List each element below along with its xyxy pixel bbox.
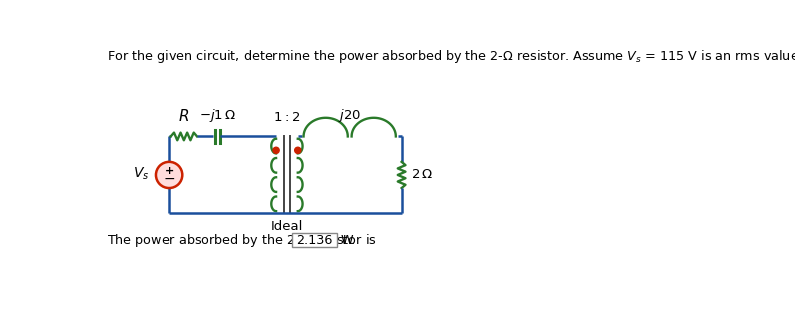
Text: $-j1\,\Omega$: $-j1\,\Omega$ [199, 107, 235, 124]
Circle shape [273, 147, 279, 153]
Text: $V_s$: $V_s$ [134, 165, 149, 182]
Text: For the given circuit, determine the power absorbed by the 2-$\Omega$ resistor. : For the given circuit, determine the pow… [107, 48, 795, 65]
Text: −: − [163, 172, 175, 186]
Text: $R$: $R$ [178, 108, 189, 124]
Text: +: + [165, 166, 174, 176]
Circle shape [295, 147, 301, 153]
Text: Ideal: Ideal [271, 220, 303, 232]
Text: $1:2$: $1:2$ [273, 111, 301, 124]
Text: $j20$: $j20$ [338, 107, 361, 124]
FancyBboxPatch shape [292, 233, 336, 247]
Text: 2.136: 2.136 [296, 234, 332, 247]
Text: The power absorbed by the 2-$\Omega$ resistor is: The power absorbed by the 2-$\Omega$ res… [107, 232, 377, 249]
Text: W.: W. [340, 234, 355, 247]
Circle shape [156, 162, 182, 188]
Text: $2\,\Omega$: $2\,\Omega$ [411, 169, 433, 182]
